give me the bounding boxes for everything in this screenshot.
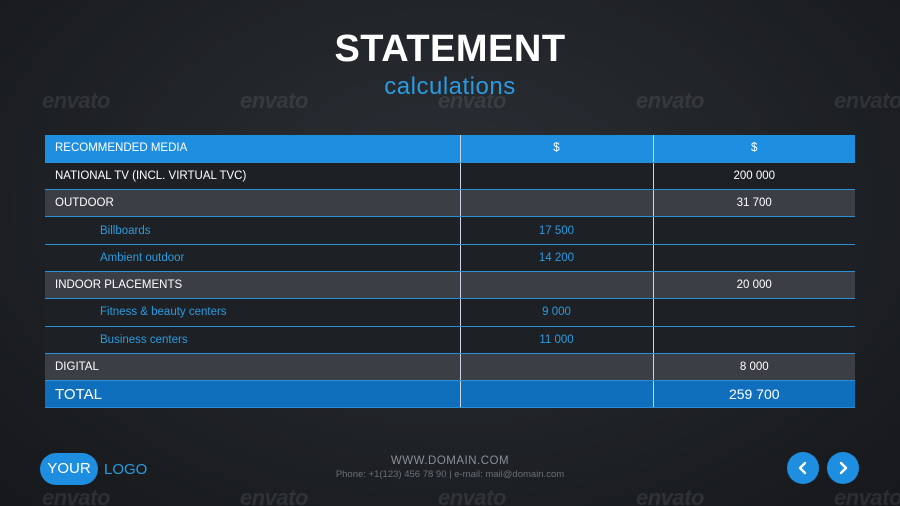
table-row: Ambient outdoor 14 200 (45, 244, 855, 272)
row-label: OUTDOOR (45, 189, 460, 218)
row-value: 8 000 (652, 353, 855, 382)
page-subtitle: calculations (384, 73, 516, 100)
row-label: Business centers (45, 326, 460, 354)
row-value (652, 326, 855, 354)
row-sub-value (459, 271, 653, 300)
row-value (652, 298, 855, 327)
row-sub-value: 14 200 (459, 244, 653, 272)
table-total-row: TOTAL 259 700 (45, 380, 855, 409)
row-label: Billboards (45, 216, 460, 245)
row-sub-value (459, 189, 653, 218)
row-value: 20 000 (652, 271, 855, 300)
watermark: envato (636, 485, 704, 506)
table-row: Billboards 17 500 (45, 216, 855, 245)
logo-pill: YOUR (40, 453, 98, 485)
watermark: envato (834, 485, 900, 506)
chevron-right-icon (839, 461, 848, 475)
row-sub-value: 17 500 (459, 216, 653, 245)
next-slide-button[interactable] (827, 452, 859, 484)
column-header-subtotal: $ (459, 135, 653, 163)
table-row: Business centers 11 000 (45, 326, 855, 354)
statement-table: RECOMMENDED MEDIA $ $ NATIONAL TV (INCL.… (45, 135, 855, 409)
table-row: INDOOR PLACEMENTS 20 000 (45, 271, 855, 300)
prev-slide-button[interactable] (787, 452, 819, 484)
table-row: NATIONAL TV (INCL. VIRTUAL TVC) 200 000 (45, 162, 855, 191)
footer-url[interactable]: WWW.DOMAIN.COM (390, 455, 510, 467)
row-label: Ambient outdoor (45, 244, 460, 272)
watermark: envato (438, 485, 506, 506)
row-label: NATIONAL TV (INCL. VIRTUAL TVC) (45, 162, 460, 191)
watermark: envato (240, 485, 308, 506)
row-label: Fitness & beauty centers (45, 298, 460, 327)
watermark: envato (42, 485, 110, 506)
row-value: 31 700 (652, 189, 855, 218)
footer-contact: Phone: +1(123) 456 78 90 | e-mail: mail@… (335, 469, 565, 480)
column-header-media: RECOMMENDED MEDIA (45, 135, 460, 163)
row-label: INDOOR PLACEMENTS (45, 271, 460, 300)
page-title: STATEMENT (334, 28, 566, 70)
total-sub-value (459, 380, 653, 409)
row-value (652, 216, 855, 245)
table-header-row: RECOMMENDED MEDIA $ $ (45, 135, 855, 163)
row-sub-value: 9 000 (459, 298, 653, 327)
logo: YOUR LOGO (40, 453, 147, 485)
table-row: Fitness & beauty centers 9 000 (45, 298, 855, 327)
table-row: OUTDOOR 31 700 (45, 189, 855, 218)
column-header-total: $ (652, 135, 855, 163)
row-sub-value (459, 353, 653, 382)
row-value: 200 000 (652, 162, 855, 191)
chevron-left-icon (798, 461, 807, 475)
logo-text: LOGO (104, 460, 148, 478)
total-value: 259 700 (652, 380, 855, 409)
row-value (652, 244, 855, 272)
row-sub-value (459, 162, 653, 191)
row-sub-value: 11 000 (459, 326, 653, 354)
total-label: TOTAL (45, 380, 460, 409)
table-row: DIGITAL 8 000 (45, 353, 855, 382)
row-label: DIGITAL (45, 353, 460, 382)
